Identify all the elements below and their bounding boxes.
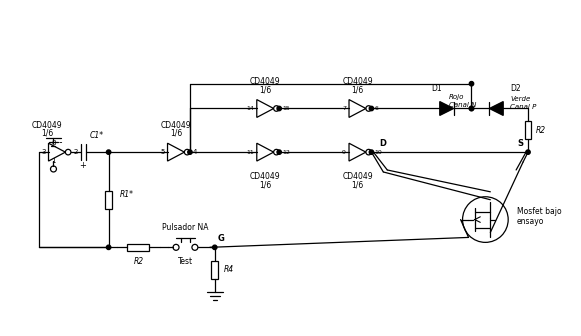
Text: 5: 5 [160, 149, 164, 155]
Text: 1/6: 1/6 [259, 85, 271, 94]
Circle shape [106, 150, 111, 154]
Text: 8: 8 [51, 140, 56, 146]
Text: 1: 1 [51, 158, 56, 164]
Text: 12: 12 [282, 150, 290, 155]
Text: C1*: C1* [89, 131, 104, 140]
Text: G: G [218, 234, 225, 243]
Text: CD4049: CD4049 [342, 172, 373, 181]
Text: Verde: Verde [510, 95, 530, 101]
Circle shape [213, 245, 217, 250]
Polygon shape [440, 101, 454, 116]
Bar [211, 261, 218, 279]
Text: 10: 10 [374, 150, 382, 155]
Text: CD4049: CD4049 [342, 77, 373, 86]
Text: Canal P: Canal P [510, 103, 536, 110]
Circle shape [188, 150, 192, 154]
Text: R2: R2 [536, 126, 546, 135]
Text: CD4049: CD4049 [250, 77, 281, 86]
Text: -: - [59, 137, 62, 147]
Text: ensayo: ensayo [517, 217, 544, 226]
Text: R1*: R1* [120, 190, 134, 199]
Text: 14: 14 [246, 106, 254, 111]
Text: Mosfet bajo: Mosfet bajo [517, 207, 562, 216]
Text: 11: 11 [246, 150, 254, 155]
Text: 15: 15 [282, 106, 290, 111]
Text: R4: R4 [224, 265, 234, 274]
Text: D: D [379, 139, 386, 148]
Text: 7: 7 [342, 106, 346, 111]
Circle shape [469, 82, 474, 86]
Text: 3: 3 [41, 149, 45, 155]
Text: S: S [517, 139, 523, 148]
Text: 4: 4 [193, 149, 198, 155]
Bar [525, 121, 532, 139]
Circle shape [469, 106, 474, 111]
Polygon shape [489, 101, 503, 116]
Text: 1/6: 1/6 [259, 180, 271, 190]
Circle shape [370, 150, 374, 154]
Text: Canal N: Canal N [449, 101, 476, 108]
Circle shape [370, 106, 374, 111]
Text: D1: D1 [431, 84, 442, 93]
Text: Rojo: Rojo [449, 94, 464, 99]
Text: +: + [80, 161, 86, 170]
Circle shape [106, 245, 111, 250]
Circle shape [277, 150, 281, 154]
Text: Pulsador NA: Pulsador NA [162, 223, 209, 232]
Circle shape [526, 150, 530, 154]
Text: 1/6: 1/6 [352, 180, 364, 190]
Circle shape [469, 106, 474, 111]
Text: D2: D2 [510, 84, 521, 93]
Text: Test: Test [178, 257, 193, 266]
Text: CD4049: CD4049 [32, 121, 62, 130]
Circle shape [277, 106, 281, 111]
Text: 6: 6 [374, 106, 378, 111]
Text: R2: R2 [133, 257, 144, 266]
Bar [127, 244, 149, 251]
Text: CD4049: CD4049 [250, 172, 281, 181]
Text: 1/6: 1/6 [352, 85, 364, 94]
Text: 1/6: 1/6 [170, 129, 182, 138]
Text: 9: 9 [342, 150, 346, 155]
Text: CD4049: CD4049 [160, 121, 191, 130]
Text: 1/6: 1/6 [41, 129, 53, 138]
Bar [105, 191, 112, 209]
Text: 2: 2 [74, 149, 78, 155]
